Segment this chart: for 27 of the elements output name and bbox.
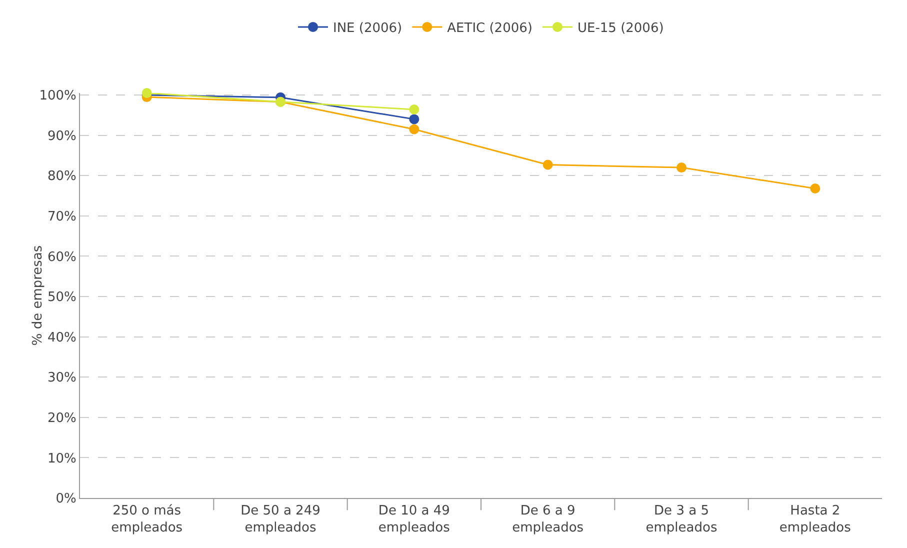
point <box>409 104 420 115</box>
x-tick-label: Hasta 2 empleados <box>779 504 852 536</box>
y-tick-label: 10% <box>47 451 76 466</box>
point <box>542 160 553 170</box>
x-tick-label: De 6 a 9 empleados <box>512 504 584 536</box>
x-tick-label: De 3 a 5 empleados <box>646 504 718 536</box>
point <box>676 162 686 173</box>
y-tick-label: 0% <box>56 492 76 507</box>
y-tick-label: 60% <box>47 250 76 265</box>
y-tick-label: 90% <box>47 128 76 144</box>
x-tick-label: De 50 a 249 empleados <box>240 504 320 536</box>
legend-label: AETIC (2006) <box>447 21 532 36</box>
y-tick-label: 30% <box>47 370 76 386</box>
legend-label: UE-15 (2006) <box>577 21 664 36</box>
y-tick-label: 80% <box>47 169 76 184</box>
y-tick-label: 100% <box>39 88 76 104</box>
x-tick-label: De 10 a 49 empleados <box>378 504 450 536</box>
y-axis-title: % de empresas <box>30 245 46 346</box>
legend-label: INE (2006) <box>333 21 402 36</box>
x-tick-label: 250 o más empleados <box>111 504 183 536</box>
y-tick-label: 20% <box>47 410 76 426</box>
y-tick-label: 40% <box>47 330 76 346</box>
y-tick-label: 50% <box>47 290 76 306</box>
point <box>409 124 420 134</box>
point <box>810 184 820 194</box>
point <box>409 114 420 124</box>
y-tick-label: 70% <box>47 209 76 224</box>
